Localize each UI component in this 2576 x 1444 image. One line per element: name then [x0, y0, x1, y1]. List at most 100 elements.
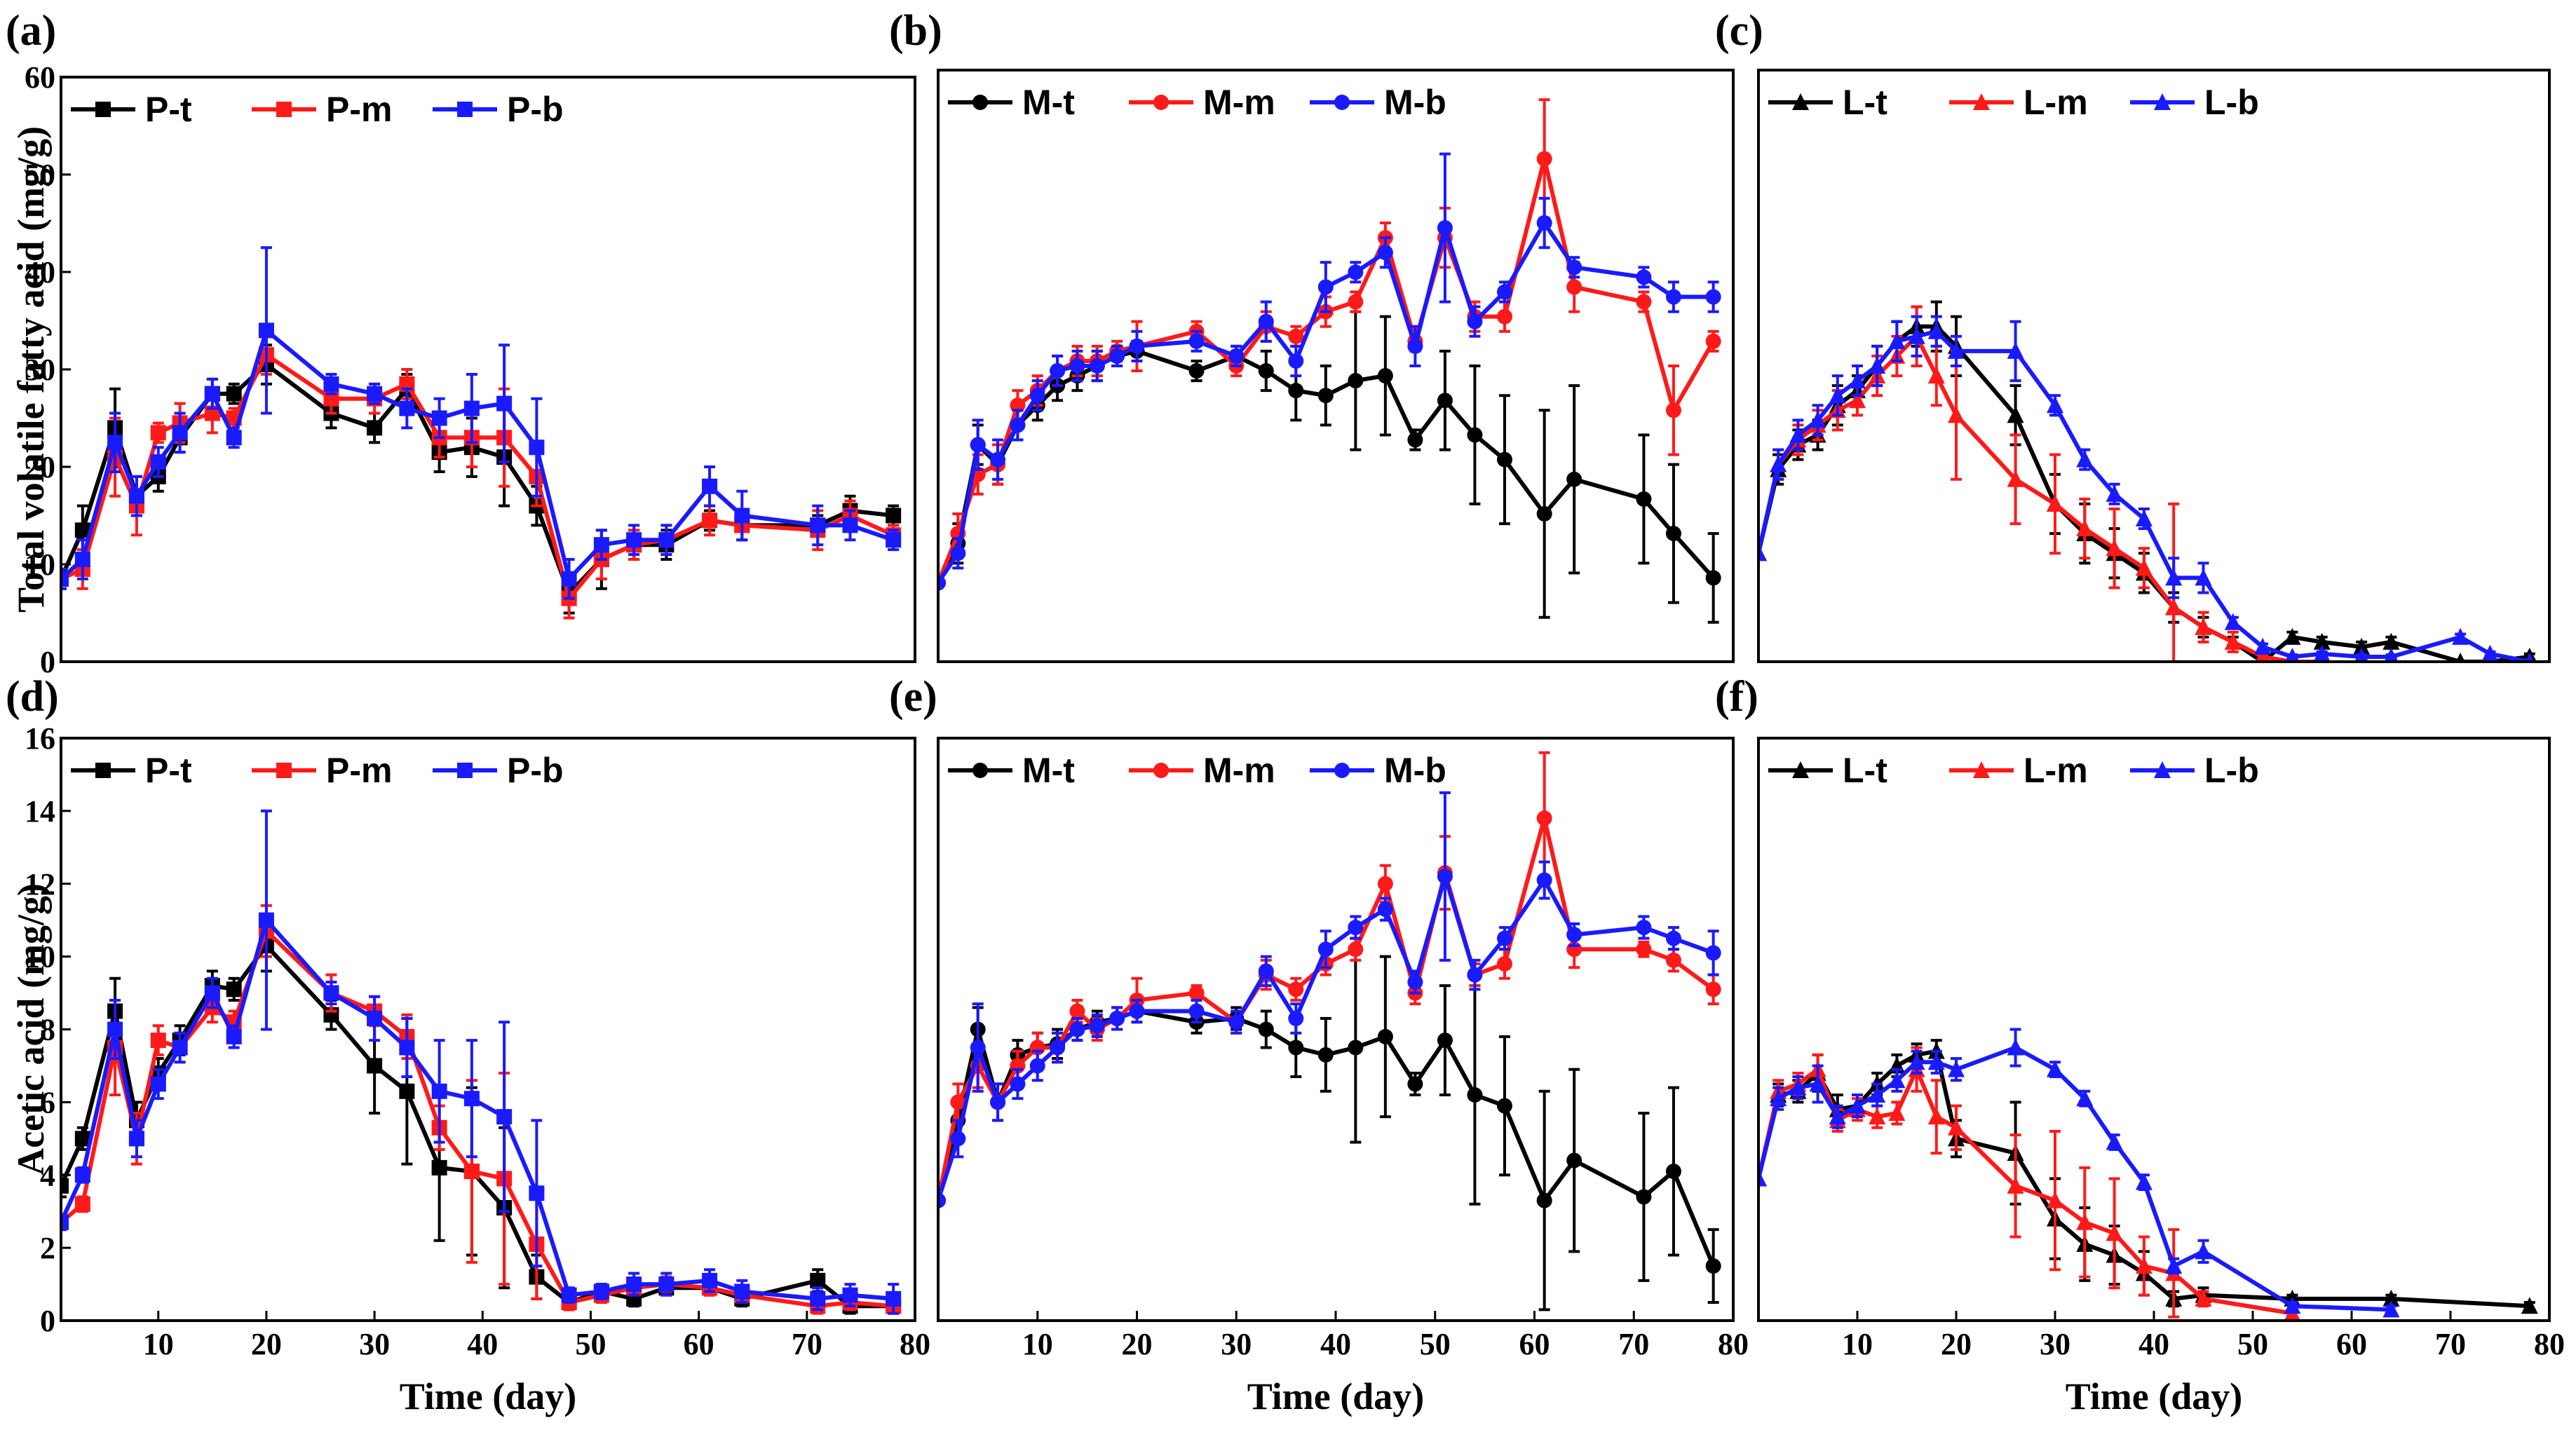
x-tick-label: 50: [1420, 1327, 1451, 1361]
x-tick-label: 40: [2138, 1327, 2169, 1361]
data-point: [2135, 510, 2153, 527]
series-L-t: [1758, 300, 2537, 662]
legend-label: L-b: [2204, 83, 2259, 122]
x-axis-label: Time (day): [2066, 1375, 2243, 1417]
data-point: [2455, 653, 2465, 662]
data-point: [1188, 985, 1205, 1001]
data-point: [2353, 637, 2371, 655]
data-point: [2195, 1289, 2212, 1307]
data-point: [2047, 1060, 2063, 1077]
data-point: [2285, 647, 2300, 662]
data-point: [1228, 348, 1245, 364]
legend-item-L-b: L-b: [2130, 751, 2259, 790]
y-tick-label: 2: [40, 1231, 55, 1265]
series-line: [61, 944, 894, 1309]
series-L-b: [1758, 1028, 2400, 1318]
data-point: [2256, 647, 2270, 662]
y-tick-label: 0: [40, 1304, 55, 1338]
data-point: [1665, 289, 1681, 305]
data-point: [1888, 1071, 1906, 1089]
data-point: [2106, 539, 2123, 557]
data-point: [1536, 151, 1552, 167]
legend-item-P-t: P-t: [71, 90, 192, 129]
x-tick-label: 10: [143, 1327, 174, 1361]
data-point: [1566, 279, 1582, 295]
data-point: [2076, 450, 2094, 468]
x-tick-label: 80: [1718, 1327, 1749, 1361]
legend: M-t M-m M-b: [948, 83, 1446, 122]
data-point: [1566, 927, 1582, 943]
data-point: [1496, 308, 1512, 325]
x-tick-label: 80: [2534, 1327, 2565, 1361]
y-tick-label: 4: [40, 1158, 55, 1192]
series-line: [61, 929, 894, 1309]
legend-item-L-b: L-b: [2130, 83, 2259, 122]
data-point: [1948, 1060, 1965, 1077]
data-point: [2106, 484, 2123, 502]
data-point: [1188, 333, 1205, 349]
series-P-m: [61, 904, 902, 1315]
legend-item-L-m: L-m: [1949, 751, 2088, 790]
data-point: [2452, 627, 2469, 645]
legend-item-P-m: P-m: [252, 751, 392, 790]
data-point: [1437, 869, 1453, 885]
series-group: [61, 246, 902, 620]
legend-label: M-b: [1384, 83, 1446, 122]
series-M-b: [938, 152, 1721, 591]
legend-marker: [276, 763, 292, 778]
data-point: [2007, 341, 2024, 359]
data-point: [1288, 1040, 1304, 1056]
data-point: [658, 1276, 674, 1293]
legend-marker: [276, 102, 292, 117]
data-point: [1665, 1164, 1681, 1180]
data-point: [2135, 559, 2153, 576]
data-point: [1407, 1076, 1423, 1092]
data-point: [626, 532, 642, 548]
data-point: [1536, 215, 1552, 231]
legend-marker: [1792, 93, 1809, 110]
data-point: [2313, 632, 2331, 650]
x-tick-label: 20: [1122, 1327, 1153, 1361]
data-point: [1010, 417, 1026, 433]
data-point: [2076, 1089, 2094, 1107]
data-point: [842, 517, 858, 533]
data-point: [2076, 1213, 2094, 1230]
x-tick-label: 80: [900, 1327, 930, 1361]
data-point: [172, 425, 188, 441]
data-point: [1317, 1047, 1334, 1063]
data-point: [1665, 402, 1681, 418]
data-point: [702, 512, 718, 529]
data-point: [886, 532, 902, 548]
data-point: [1010, 1076, 1026, 1092]
data-point: [1566, 471, 1582, 487]
data-point: [1927, 367, 1945, 384]
panel-4: (d) 0 2 4 6 8 10 12 14 16 10 20 30 40 50 60 70 80 Acetic a…: [6, 673, 930, 1417]
legend-label: P-t: [145, 751, 192, 790]
data-point: [431, 1083, 447, 1099]
data-point: [1496, 1098, 1512, 1114]
data-point: [1636, 941, 1652, 958]
series-group: [938, 751, 1721, 1312]
data-point: [1888, 332, 1906, 349]
data-point: [150, 1076, 166, 1092]
series-group: [938, 98, 1721, 624]
data-point: [1089, 358, 1105, 374]
data-point: [367, 386, 383, 402]
legend-label: M-m: [1203, 751, 1275, 790]
panel-letter: (d): [6, 673, 59, 721]
x-tick-label: 50: [2237, 1327, 2268, 1361]
data-point: [950, 545, 966, 561]
data-point: [399, 1040, 415, 1056]
data-point: [74, 1196, 90, 1212]
legend-label: M-t: [1022, 751, 1075, 790]
legend-marker: [972, 95, 988, 110]
data-point: [1437, 1033, 1453, 1049]
data-point: [734, 1283, 750, 1300]
data-point: [1849, 1096, 1866, 1114]
data-point: [1258, 363, 1274, 379]
data-point: [938, 1192, 946, 1208]
data-point: [1566, 1152, 1582, 1169]
data-point: [1288, 353, 1304, 369]
data-point: [1927, 1053, 1945, 1070]
legend: M-t M-m M-b: [948, 751, 1446, 790]
